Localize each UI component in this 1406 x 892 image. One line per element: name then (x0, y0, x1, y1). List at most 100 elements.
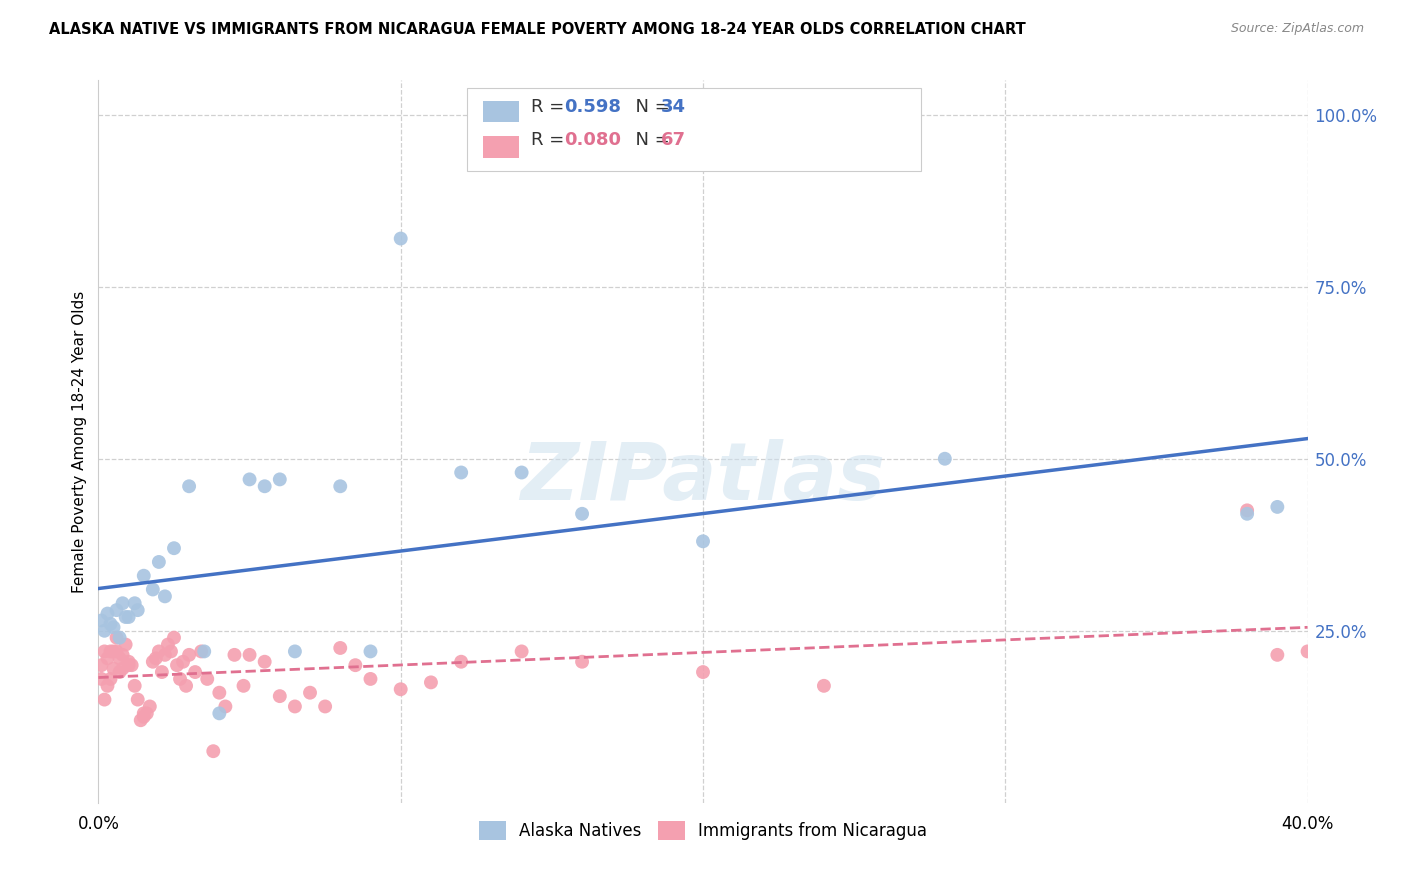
Point (169, 672, 191, 686)
Point (208, 686, 231, 700)
Point (148, 644, 170, 658)
Point (118, 655, 141, 669)
Legend: Alaska Natives, Immigrants from Nicaragua: Alaska Natives, Immigrants from Nicaragu… (471, 813, 935, 848)
Point (692, 534, 714, 549)
Point (127, 692, 149, 706)
Point (93, 692, 115, 706)
Text: 0.080: 0.080 (564, 131, 621, 149)
Point (96, 607, 118, 621)
Point (1236, 507, 1258, 521)
Point (132, 710, 155, 724)
Point (166, 658, 188, 673)
Text: N =: N = (624, 98, 676, 116)
Point (96, 651, 118, 665)
Text: 34: 34 (661, 98, 686, 116)
Point (1296, 644, 1319, 658)
Point (269, 472, 291, 486)
Text: 0.598: 0.598 (564, 98, 621, 116)
Point (153, 648, 176, 662)
Point (105, 603, 128, 617)
Text: Source: ZipAtlas.com: Source: ZipAtlas.com (1230, 22, 1364, 36)
Point (299, 686, 322, 700)
Point (284, 699, 307, 714)
Point (389, 231, 412, 245)
Point (510, 644, 533, 658)
Point (111, 596, 134, 610)
Point (174, 679, 197, 693)
Point (93, 624, 115, 638)
Point (124, 679, 146, 693)
Point (142, 582, 165, 597)
Point (692, 665, 714, 679)
Point (132, 706, 155, 721)
Point (314, 699, 336, 714)
Point (813, 679, 835, 693)
Point (179, 648, 201, 662)
Point (145, 651, 167, 665)
Point (160, 644, 183, 658)
Point (114, 610, 136, 624)
Text: R =: R = (531, 98, 571, 116)
Point (193, 644, 215, 658)
Point (253, 655, 276, 669)
Point (239, 648, 262, 662)
Point (389, 682, 412, 697)
Point (284, 644, 307, 658)
Point (96, 679, 118, 693)
FancyBboxPatch shape (467, 87, 921, 170)
Point (118, 658, 141, 673)
Point (100, 616, 122, 631)
Point (1267, 500, 1289, 514)
Point (127, 603, 149, 617)
FancyBboxPatch shape (482, 101, 519, 122)
Point (103, 662, 125, 676)
Point (510, 466, 533, 480)
Point (121, 658, 143, 673)
Point (224, 648, 246, 662)
Point (124, 596, 146, 610)
Point (253, 479, 276, 493)
Point (172, 655, 194, 669)
Point (450, 466, 472, 480)
Point (142, 655, 165, 669)
Point (103, 644, 125, 658)
Point (450, 655, 472, 669)
Point (571, 507, 593, 521)
Point (129, 713, 152, 727)
Point (90, 614, 112, 628)
Point (132, 568, 155, 582)
Point (114, 638, 136, 652)
Point (163, 541, 186, 556)
FancyBboxPatch shape (482, 136, 519, 158)
Text: 67: 67 (661, 131, 686, 149)
Point (111, 648, 134, 662)
Point (329, 479, 352, 493)
Text: ZIPatlas: ZIPatlas (520, 439, 886, 516)
Point (184, 665, 207, 679)
Point (90, 658, 112, 673)
Point (103, 620, 125, 634)
Point (1236, 503, 1258, 517)
Point (269, 689, 291, 703)
Point (195, 672, 218, 686)
Point (108, 631, 131, 645)
Point (360, 644, 382, 658)
Point (179, 479, 201, 493)
Point (139, 699, 162, 714)
Point (420, 675, 443, 690)
Point (150, 665, 173, 679)
Point (934, 451, 956, 466)
Point (105, 631, 128, 645)
Point (190, 644, 212, 658)
Text: ALASKA NATIVE VS IMMIGRANTS FROM NICARAGUA FEMALE POVERTY AMONG 18-24 YEAR OLDS : ALASKA NATIVE VS IMMIGRANTS FROM NICARAG… (49, 22, 1026, 37)
Text: R =: R = (531, 131, 571, 149)
Point (105, 644, 128, 658)
Point (148, 555, 170, 569)
Point (344, 658, 367, 673)
Point (153, 590, 176, 604)
Y-axis label: Female Poverty Among 18-24 Year Olds: Female Poverty Among 18-24 Year Olds (72, 291, 87, 592)
Text: N =: N = (624, 131, 676, 149)
Point (239, 472, 262, 486)
Point (329, 640, 352, 655)
Point (108, 651, 131, 665)
